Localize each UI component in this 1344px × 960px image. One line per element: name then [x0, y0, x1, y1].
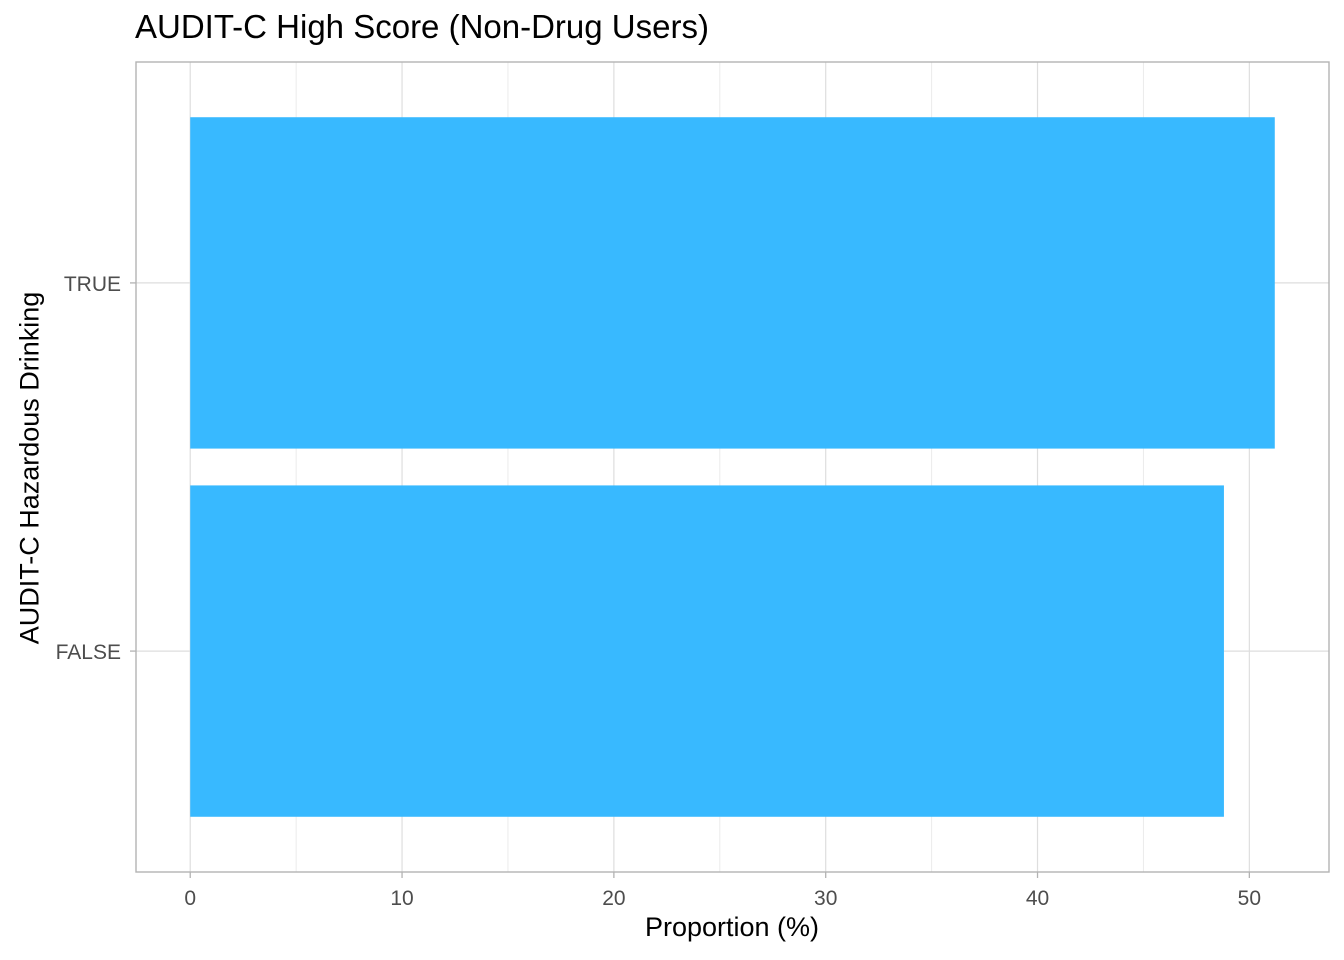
x-tick-label: 40	[1026, 887, 1049, 910]
x-tick-label: 50	[1238, 887, 1261, 910]
bar-true	[190, 117, 1275, 449]
x-axis-title: Proportion (%)	[644, 912, 820, 942]
y-tick-label-false: FALSE	[56, 641, 121, 664]
x-tick-label: 0	[184, 887, 196, 910]
y-tick-label-true: TRUE	[64, 273, 121, 296]
x-tick-label: 10	[390, 887, 413, 910]
panel-border	[135, 61, 1330, 873]
x-tick-label: 30	[814, 887, 837, 910]
x-axis-ticks: 0 10 20 30 40 50	[184, 872, 1261, 910]
chart-title: AUDIT-C High Score (Non-Drug Users)	[135, 8, 709, 45]
bar-false	[190, 485, 1224, 817]
x-tick-label: 20	[602, 887, 625, 910]
y-axis-title: AUDIT-C Hazardous Drinking	[14, 291, 45, 645]
y-axis-ticks: FALSE TRUE	[56, 273, 136, 664]
bars	[190, 117, 1275, 817]
